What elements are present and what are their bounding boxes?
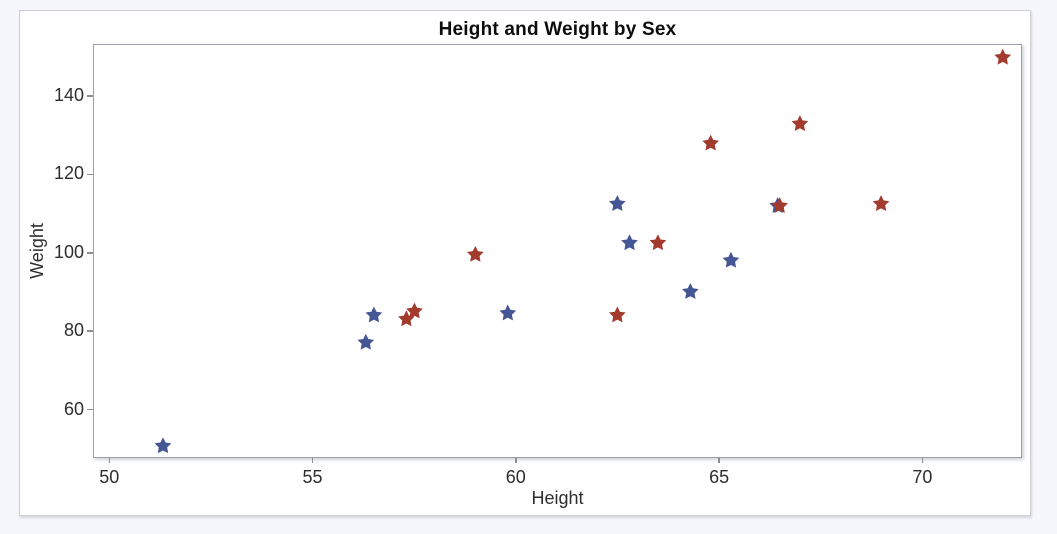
data-point-star-group-red (771, 197, 788, 213)
y-tick-mark (87, 95, 93, 97)
chart-title: Height and Weight by Sex (438, 19, 677, 40)
data-point-star-group-red (872, 195, 890, 212)
y-tick-mark (87, 252, 93, 254)
plot-area (93, 44, 1022, 458)
y-tick-label: 80 (63, 320, 84, 341)
y-tick-mark (87, 330, 93, 332)
scatter-points-layer (154, 48, 1012, 454)
data-point-star-group-red (702, 134, 720, 151)
x-tick-label: 65 (709, 467, 730, 487)
x-axis-title: Height (531, 488, 584, 508)
data-point-star-group-red (791, 115, 809, 131)
data-point-star-group-red (994, 48, 1012, 65)
data-point-star-group-blue (154, 437, 172, 454)
x-tick-mark (515, 458, 517, 463)
data-point-star-group-red (466, 245, 484, 262)
data-point-star-group-red (649, 234, 667, 251)
graph-container: Height and Weight by Sex Weight 50 55 60 65… (19, 10, 1031, 516)
data-point-star-group-red (608, 306, 626, 323)
y-tick-label: 100 (53, 241, 84, 262)
x-tick-mark (718, 458, 720, 463)
x-tick-mark (311, 458, 314, 463)
y-tick-label: 120 (53, 163, 84, 184)
y-tick-mark (87, 408, 93, 411)
x-tick-label: 50 (99, 467, 120, 487)
x-tick-label: 70 (912, 467, 933, 487)
data-point-star-group-blue (621, 234, 638, 251)
data-point-star-group-blue (357, 333, 375, 350)
y-tick-label: 60 (63, 398, 84, 419)
data-point-star-group-blue (608, 195, 626, 212)
data-point-star-group-red (398, 310, 415, 327)
x-tick-label: 55 (302, 467, 323, 487)
y-tick-label: 140 (53, 84, 84, 105)
data-point-star-group-blue (365, 306, 383, 323)
data-point-star-group-blue (682, 283, 699, 299)
data-point-star-group-blue (722, 251, 740, 268)
x-tick-mark (108, 458, 110, 463)
x-tick-label: 60 (505, 467, 526, 487)
y-tick-mark (87, 173, 93, 176)
x-tick-mark (921, 458, 924, 463)
data-point-star-group-blue (499, 304, 517, 321)
data-point-star-group-red (406, 302, 423, 319)
